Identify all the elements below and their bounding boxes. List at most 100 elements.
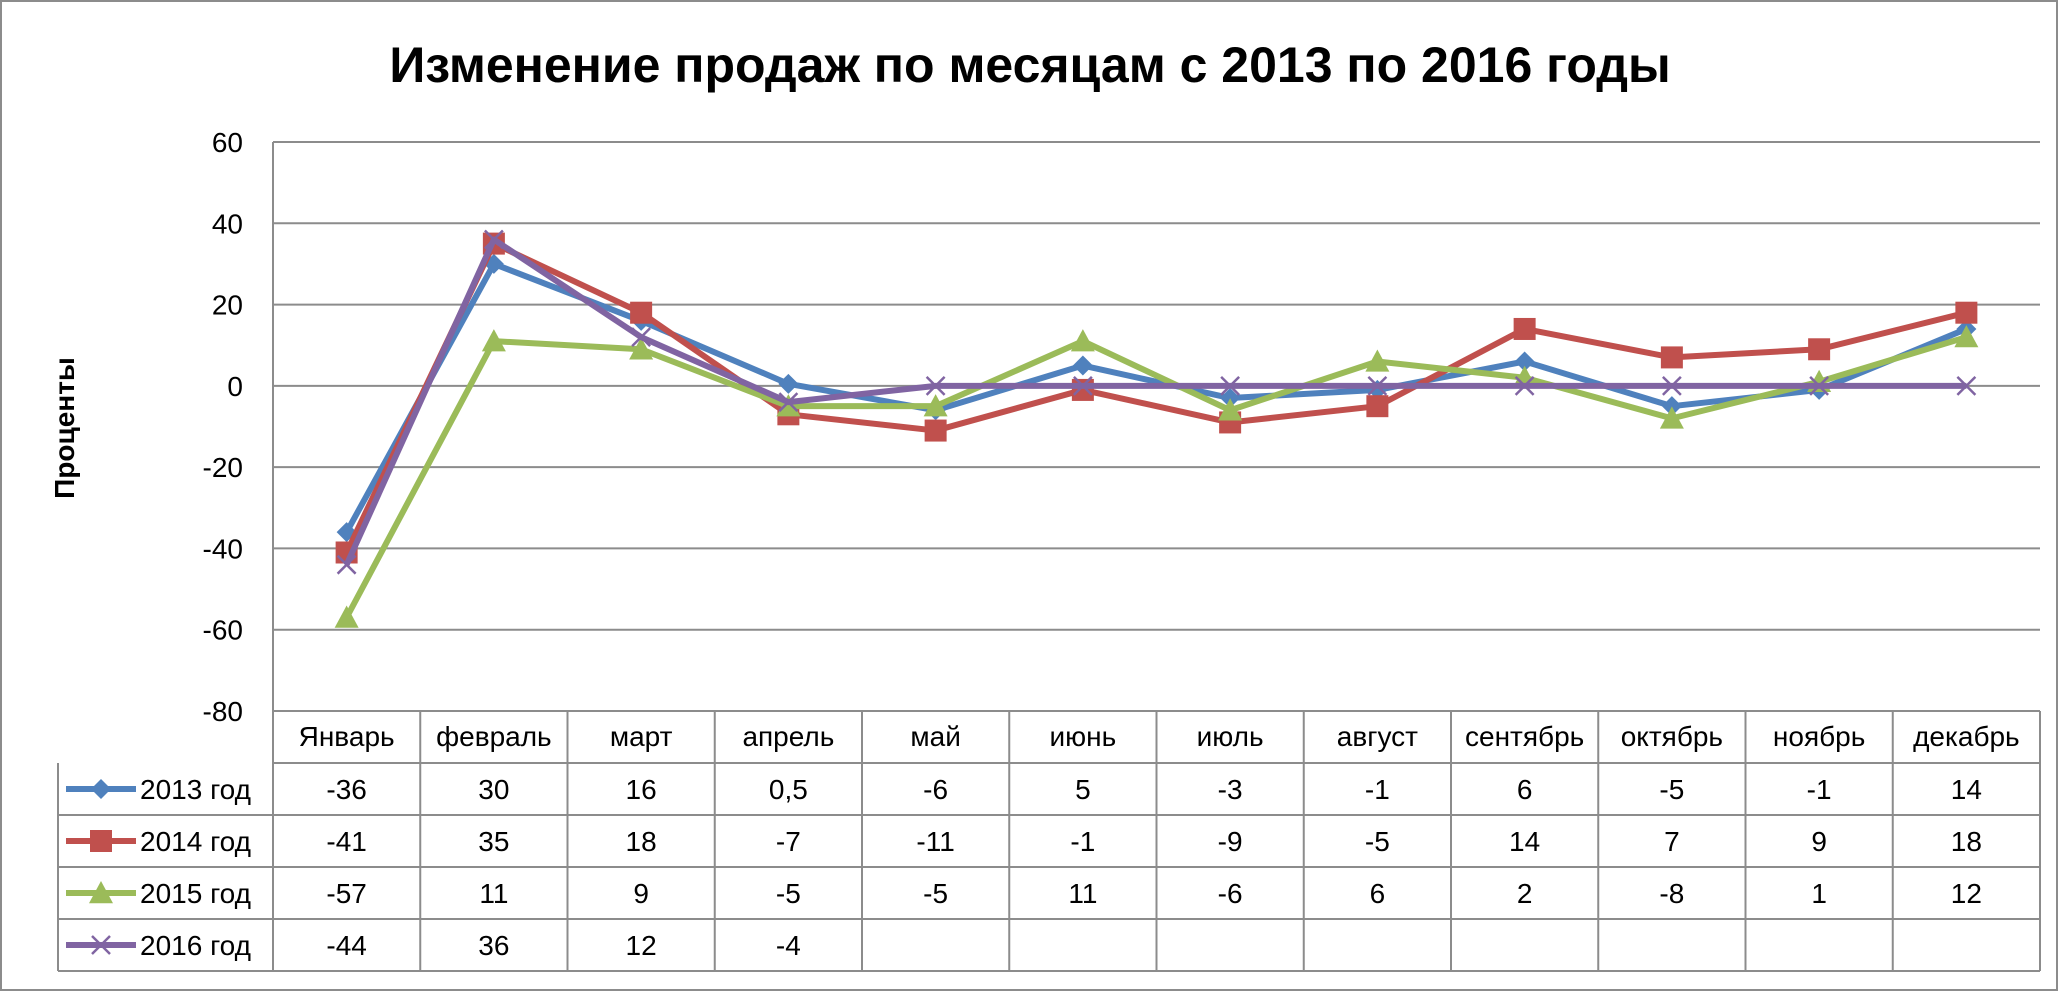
y-tick-label: -40 [203, 533, 243, 564]
series-line [343, 334, 1968, 619]
data-table-cell: 18 [1951, 826, 1982, 857]
marker-stroke [336, 554, 357, 575]
data-point [923, 394, 948, 417]
data-point [629, 337, 654, 360]
legend-key-marker [91, 779, 111, 799]
data-point [1659, 406, 1684, 429]
x-category-label: июнь [1050, 721, 1117, 752]
data-point [481, 329, 506, 352]
data-point [1366, 395, 1389, 418]
y-axis-label: Проценты [49, 357, 80, 499]
data-point [778, 392, 799, 412]
data-point [1220, 388, 1241, 409]
marker-stroke [1514, 375, 1535, 396]
data-point [1660, 346, 1683, 369]
data-table-cell: -41 [326, 826, 366, 857]
data-table-cell: 11 [1068, 878, 1097, 909]
data-point [483, 253, 504, 274]
data-table-cell: 6 [1370, 878, 1386, 909]
data-table-cell: 35 [478, 826, 509, 857]
data-point [1954, 325, 1979, 348]
data-table-cell: -5 [923, 878, 948, 909]
data-point [1661, 375, 1682, 396]
data-point [334, 605, 359, 628]
marker-stroke [1809, 375, 1830, 396]
data-point [1071, 378, 1094, 401]
x-category-label: май [910, 721, 960, 752]
data-point [924, 419, 947, 442]
data-table-cell: 5 [1075, 774, 1091, 805]
data-point [1365, 349, 1390, 372]
data-point [631, 327, 652, 347]
y-tick-label: 20 [212, 290, 243, 321]
data-table-cell: -5 [776, 878, 801, 909]
marker-stroke [925, 375, 946, 396]
y-tick-label: -60 [203, 615, 243, 646]
x-category-label: декабрь [1913, 721, 2020, 752]
data-point [925, 375, 946, 396]
data-point [778, 373, 799, 394]
data-point [1072, 355, 1093, 376]
data-point [776, 394, 801, 417]
data-table-cell: -1 [1070, 826, 1095, 857]
data-point [1072, 375, 1093, 396]
x-category-label: июль [1197, 721, 1264, 752]
data-table-cell: 6 [1517, 774, 1533, 805]
series-lines [334, 229, 1979, 628]
data-point [1512, 365, 1537, 388]
x-category-label: октябрь [1621, 721, 1723, 752]
data-table-cell: 30 [478, 774, 509, 805]
data-table-cell: -36 [326, 774, 366, 805]
marker-stroke [1220, 375, 1241, 396]
x-category-label: апрель [742, 721, 834, 752]
x-category-label: февраль [436, 721, 552, 752]
data-table-cell: -1 [1365, 774, 1390, 805]
chart-title: Изменение продаж по месяцам с 2013 по 20… [389, 37, 1670, 93]
data-table-cell: -7 [776, 826, 801, 857]
legend-key-marker [89, 881, 113, 904]
y-axis-ticks: 60 40 20 0 -20 -40 -60 -80 [203, 127, 243, 727]
data-table-cell: -57 [326, 878, 366, 909]
data-table-cell: 18 [626, 826, 657, 857]
marker-stroke [483, 229, 504, 250]
data-table-cell: -4 [776, 930, 801, 961]
legend-key-marker [90, 830, 112, 852]
data-point [1661, 396, 1682, 417]
data-table-cell: 9 [1811, 826, 1827, 857]
data-table-cell: -1 [1807, 774, 1832, 805]
data-table-cell: 2 [1517, 878, 1533, 909]
marker-stroke [778, 392, 799, 412]
data-point [1220, 375, 1241, 396]
data-table-cell: 36 [478, 930, 509, 961]
data-point [1955, 301, 1978, 324]
y-tick-label: 0 [227, 371, 243, 402]
y-tick-label: -20 [203, 452, 243, 483]
x-category-label: сентябрь [1465, 721, 1584, 752]
marker-stroke [1072, 375, 1093, 396]
data-point [1808, 338, 1831, 361]
legend-series-name: 2016 год [140, 930, 251, 961]
series-line [343, 236, 1967, 566]
y-tick-label: 60 [212, 127, 243, 158]
x-category-label: Январь [299, 721, 395, 752]
data-table-cell: -11 [916, 826, 954, 857]
y-tick-label: -80 [203, 696, 243, 727]
marker-stroke [91, 935, 111, 955]
x-category-label: ноябрь [1773, 721, 1865, 752]
legend-key-marker [91, 935, 111, 955]
series-line [343, 240, 1968, 554]
x-category-label: август [1337, 721, 1418, 752]
legend-series-name: 2013 год [140, 774, 251, 805]
data-table-cell: 0,5 [769, 774, 808, 805]
data-point [1514, 351, 1535, 372]
data-table-cell: 7 [1664, 826, 1680, 857]
data-point [1218, 398, 1243, 421]
x-category-label: март [610, 721, 673, 752]
data-table-cell: 11 [479, 878, 508, 909]
marker-stroke [631, 327, 652, 347]
data-table: Январь февраль март апрель май июнь июль август… [57, 711, 2041, 972]
data-table-cell: -44 [326, 930, 366, 961]
